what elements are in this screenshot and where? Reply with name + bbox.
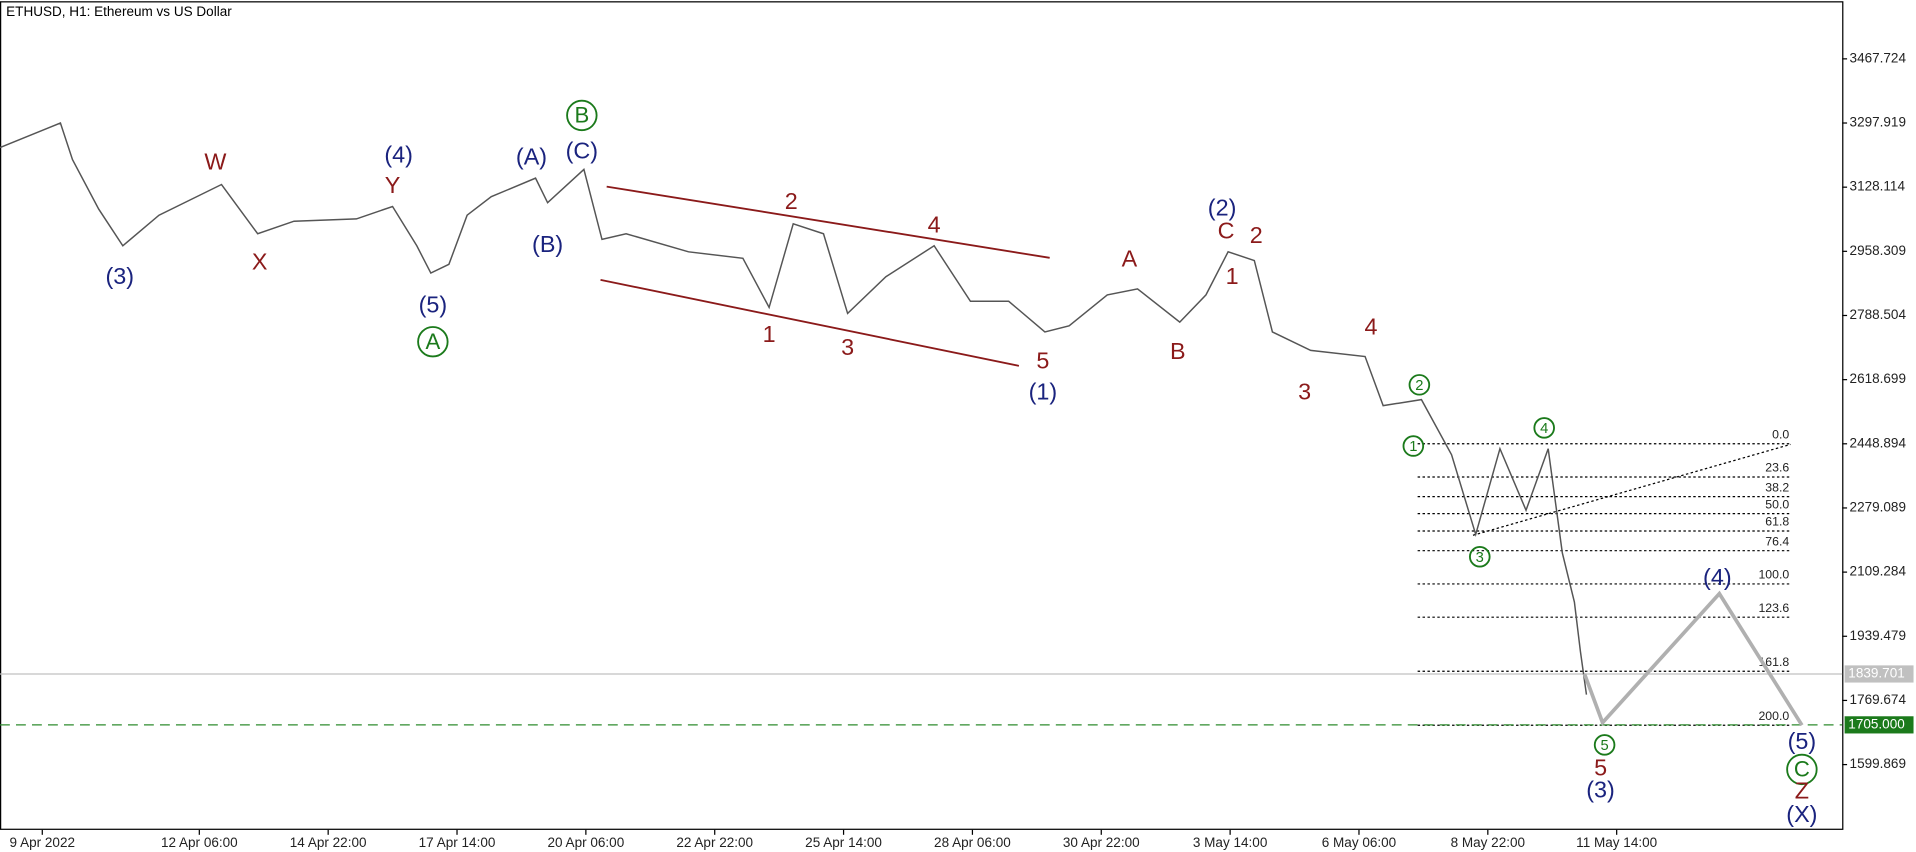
fib-label: 23.6 xyxy=(1765,461,1789,475)
wave-label: (1) xyxy=(1029,379,1058,405)
fib-label: 0.0 xyxy=(1772,427,1789,441)
wave-label: (3) xyxy=(106,263,135,289)
wave-label: A xyxy=(425,329,440,354)
x-tick-label: 14 Apr 22:00 xyxy=(290,835,367,850)
wave-label: 3 xyxy=(841,334,854,360)
wave-label: 5 xyxy=(1036,348,1049,374)
wave-label: 2 xyxy=(1250,222,1263,248)
x-tick-label: 12 Apr 06:00 xyxy=(161,835,238,850)
y-tick-label: 2448.894 xyxy=(1850,435,1907,450)
fib-label: 100.0 xyxy=(1758,568,1789,582)
x-tick-label: 30 Apr 22:00 xyxy=(1063,835,1140,850)
wave-label: Z xyxy=(1795,778,1809,804)
fib-label: 61.8 xyxy=(1765,515,1789,529)
wave-label: 5 xyxy=(1594,755,1607,781)
projection-line xyxy=(1582,590,1804,727)
wave-label: (2) xyxy=(1208,194,1237,220)
wave-label: 2 xyxy=(1415,378,1423,394)
x-tick-label: 17 Apr 14:00 xyxy=(419,835,496,850)
y-tick-label: 1599.869 xyxy=(1850,756,1906,771)
wave-label: (5) xyxy=(419,291,448,317)
wave-label: 3 xyxy=(1476,550,1484,566)
channel-line xyxy=(600,279,1020,367)
current-price-box xyxy=(1844,665,1914,683)
wave-label: C xyxy=(1218,217,1235,243)
current-price-label: 1839.701 xyxy=(1848,666,1904,681)
x-tick-label: 3 May 14:00 xyxy=(1193,835,1267,850)
target-label: 1705.000 xyxy=(1848,716,1904,731)
wave-label: 4 xyxy=(1540,421,1548,437)
fib-label: 200.0 xyxy=(1758,709,1789,723)
y-tick-label: 2788.504 xyxy=(1850,307,1907,322)
x-tick-label: 9 Apr 2022 xyxy=(10,835,75,850)
x-tick-label: 6 May 06:00 xyxy=(1322,835,1396,850)
y-tick-label: 2958.309 xyxy=(1850,243,1906,258)
trend-line xyxy=(1472,443,1791,536)
wave-label: 4 xyxy=(928,211,941,237)
wave-circle xyxy=(1593,734,1616,756)
target-box xyxy=(1844,716,1914,734)
y-tick-label: 3297.919 xyxy=(1850,115,1906,130)
x-tick-label: 20 Apr 06:00 xyxy=(547,835,624,850)
x-tick-label: 28 Apr 06:00 xyxy=(934,835,1011,850)
x-tick-label: 11 May 14:00 xyxy=(1576,835,1657,850)
wave-label: (A) xyxy=(516,144,547,170)
wave-label: (4) xyxy=(1703,564,1732,590)
wave-label: 3 xyxy=(1298,378,1311,404)
wave-label: 5 xyxy=(1600,738,1608,754)
wave-label: C xyxy=(1794,757,1810,782)
wave-label: 2 xyxy=(785,188,798,214)
y-tick-label: 3467.724 xyxy=(1850,50,1907,65)
wave-label: X xyxy=(252,248,268,274)
wave-label: 1 xyxy=(763,321,776,347)
y-tick-label: 2279.089 xyxy=(1850,500,1906,515)
wave-circle xyxy=(1533,417,1555,439)
wave-label: (3) xyxy=(1586,777,1615,803)
fib-label: 38.2 xyxy=(1765,480,1789,494)
fib-label: 50.0 xyxy=(1765,497,1789,511)
wave-label: Y xyxy=(385,172,401,198)
wave-label: (C) xyxy=(566,138,598,164)
wave-circle xyxy=(417,326,449,358)
channel-line xyxy=(606,185,1050,259)
wave-circle xyxy=(566,99,598,132)
wave-label: (4) xyxy=(384,141,413,167)
wave-label: A xyxy=(1122,246,1138,272)
x-tick-label: 25 Apr 14:00 xyxy=(805,835,882,850)
wave-label: (B) xyxy=(532,231,563,257)
price-line xyxy=(0,122,1588,695)
wave-label: 1 xyxy=(1409,439,1417,455)
wave-label: (5) xyxy=(1788,728,1817,754)
wave-circle xyxy=(1469,545,1491,568)
y-tick-label: 2109.284 xyxy=(1850,564,1907,579)
wave-circle xyxy=(1402,435,1425,457)
y-tick-label: 2618.699 xyxy=(1850,371,1906,386)
y-tick-label: 1769.674 xyxy=(1850,692,1907,707)
plot-frame xyxy=(0,1,1844,830)
wave-label: W xyxy=(204,149,226,175)
wave-label: (X) xyxy=(1786,801,1817,827)
chart-title: ETHUSD, H1: Ethereum vs US Dollar xyxy=(6,4,232,19)
y-tick-label: 1939.479 xyxy=(1850,628,1906,643)
y-tick-label: 3128.114 xyxy=(1850,179,1906,194)
x-tick-label: 8 May 22:00 xyxy=(1451,835,1525,850)
wave-label: B xyxy=(574,103,589,128)
fib-label: 123.6 xyxy=(1758,601,1789,615)
wave-label: 4 xyxy=(1365,313,1378,339)
wave-circle xyxy=(1786,753,1818,786)
wave-label: B xyxy=(1170,338,1186,364)
wave-label: 1 xyxy=(1226,263,1239,289)
wave-circle xyxy=(1408,374,1431,396)
x-tick-label: 22 Apr 22:00 xyxy=(676,835,753,850)
fib-label: 76.4 xyxy=(1765,534,1789,548)
